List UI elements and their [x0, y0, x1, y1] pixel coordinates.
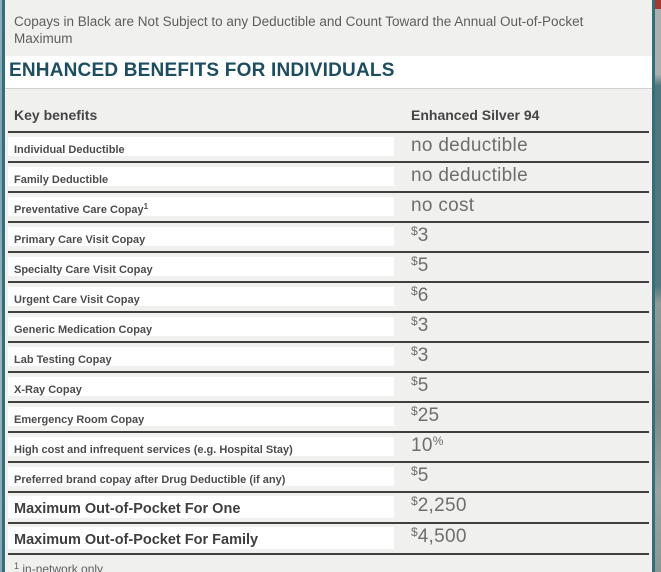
benefit-label: Specialty Care Visit Copay	[8, 257, 394, 276]
dollar-sign: $	[411, 404, 418, 418]
table-row-max-out-of-pocket-one: Maximum Out-of-Pocket For One $2,250	[8, 493, 649, 524]
dollar-sign: $	[411, 344, 418, 358]
benefit-value: $5	[411, 374, 429, 396]
table-header-row: Key benefits Enhanced Silver 94	[8, 106, 649, 133]
corner-red-fragment	[655, 0, 661, 9]
benefit-label: Emergency Room Copay	[8, 407, 394, 426]
benefit-value: $4,500	[411, 525, 467, 547]
dollar-sign: $	[411, 284, 418, 298]
footnote-text: in-network only	[22, 562, 104, 572]
benefit-value: $3	[411, 344, 429, 366]
column-header-key-benefits: Key benefits	[14, 107, 98, 123]
table-row-urgent-care-visit-copay: Urgent Care Visit Copay $6	[8, 283, 649, 313]
benefit-value: no cost	[411, 195, 475, 216]
benefit-value: 10%	[411, 434, 444, 456]
page-background-left-strip	[0, 0, 2, 572]
dollar-sign: $	[411, 374, 418, 388]
section-title-bar: ENHANCED BENEFITS FOR INDIVIDUALS	[5, 56, 652, 89]
dollar-sign: $	[411, 494, 418, 508]
dollar-sign: $	[411, 464, 418, 478]
benefit-value: $3	[411, 314, 429, 336]
benefit-label: Preventative Care Copay1	[8, 197, 394, 216]
benefit-label: High cost and infrequent services (e.g. …	[8, 437, 394, 456]
benefit-label: Preferred brand copay after Drug Deducti…	[8, 467, 394, 486]
benefit-label: Individual Deductible	[8, 137, 394, 156]
table-row-preferred-brand-copay: Preferred brand copay after Drug Deducti…	[8, 463, 649, 493]
table-row-specialty-care-visit-copay: Specialty Care Visit Copay $5	[8, 253, 649, 283]
benefit-value: $5	[411, 464, 429, 486]
benefit-label: Lab Testing Copay	[8, 347, 394, 366]
card-right-border	[652, 0, 655, 572]
dollar-sign: $	[411, 254, 418, 268]
benefit-label: Family Deductible	[8, 167, 394, 186]
table-row-max-out-of-pocket-family: Maximum Out-of-Pocket For Family $4,500	[8, 524, 649, 555]
benefit-value: $5	[411, 254, 429, 276]
table-row-emergency-room-copay: Emergency Room Copay $25	[8, 403, 649, 433]
dollar-sign: $	[411, 314, 418, 328]
table-row-lab-testing-copay: Lab Testing Copay $3	[8, 343, 649, 373]
benefit-label: Primary Care Visit Copay	[8, 227, 394, 246]
dollar-sign: $	[411, 224, 418, 238]
table-row-individual-deductible: Individual Deductible no deductible	[8, 133, 649, 163]
table-row-preventative-care-copay: Preventative Care Copay1 no cost	[8, 193, 649, 223]
percent-sign: %	[432, 434, 444, 448]
benefit-value: $6	[411, 284, 429, 306]
table-row-generic-medication-copay: Generic Medication Copay $3	[8, 313, 649, 343]
copay-disclaimer-note: Copays in Black are Not Subject to any D…	[14, 14, 584, 46]
benefit-value: $2,250	[411, 494, 467, 516]
table-footnote: 1 in-network only	[8, 555, 649, 572]
page-background-right-strip	[655, 0, 661, 572]
benefit-value: $25	[411, 404, 440, 426]
table-row-family-deductible: Family Deductible no deductible	[8, 163, 649, 193]
benefits-card: Copays in Black are Not Subject to any D…	[5, 0, 652, 572]
table-row-primary-care-visit-copay: Primary Care Visit Copay $3	[8, 223, 649, 253]
benefit-label: Maximum Out-of-Pocket For Family	[8, 527, 394, 549]
benefit-label: Maximum Out-of-Pocket For One	[8, 496, 394, 518]
table-row-high-cost-services: High cost and infrequent services (e.g. …	[8, 433, 649, 463]
benefit-value: $3	[411, 224, 429, 246]
benefit-value: no deductible	[411, 135, 528, 156]
benefit-label: Generic Medication Copay	[8, 317, 394, 336]
card-left-border	[2, 0, 5, 572]
footnote-marker: 1	[14, 561, 20, 571]
dollar-sign: $	[411, 525, 418, 539]
table-row-xray-copay: X-Ray Copay $5	[8, 373, 649, 403]
column-header-plan-name: Enhanced Silver 94	[411, 107, 540, 123]
page-title: ENHANCED BENEFITS FOR INDIVIDUALS	[9, 60, 395, 81]
benefit-value: no deductible	[411, 165, 528, 186]
footnote-marker: 1	[143, 202, 149, 211]
benefit-label: X-Ray Copay	[8, 377, 394, 396]
benefit-label: Urgent Care Visit Copay	[8, 287, 394, 306]
